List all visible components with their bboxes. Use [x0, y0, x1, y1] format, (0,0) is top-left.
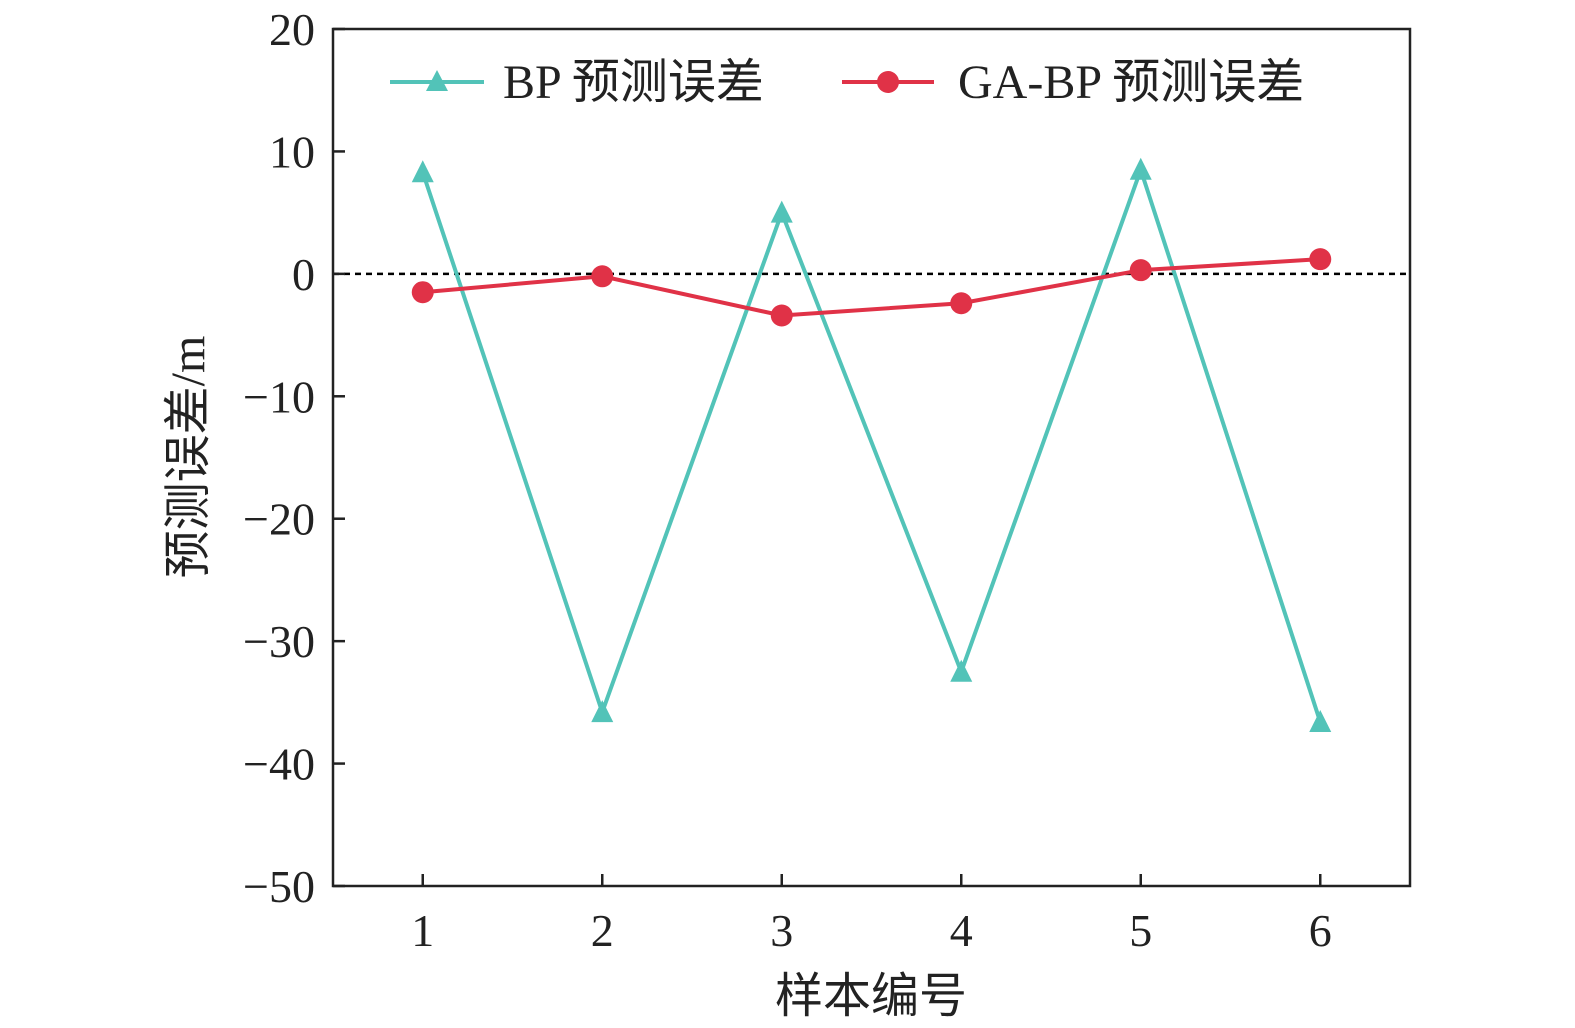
legend: BP 预测误差 GA-BP 预测误差	[390, 56, 1304, 109]
data-point-circle	[950, 292, 973, 315]
y-tick-label: 0	[292, 249, 315, 300]
data-point-circle	[411, 281, 434, 304]
y-tick-label: 10	[269, 126, 315, 177]
x-tick-label: 6	[1309, 905, 1332, 956]
data-point-circle	[770, 304, 793, 327]
legend-bp: BP 预测误差	[503, 56, 764, 109]
y-tick-label: −50	[243, 861, 315, 912]
y-tick-label: −40	[243, 739, 315, 790]
y-tick-label: −30	[243, 616, 315, 667]
series-ga-bp	[411, 248, 1332, 327]
data-point-triangle	[411, 160, 434, 183]
data-point-circle	[591, 265, 614, 288]
data-point-circle	[1309, 248, 1332, 271]
y-axis-label: 预测误差/m	[162, 336, 215, 579]
x-tick-label: 2	[591, 905, 614, 956]
series-line	[422, 257, 1321, 318]
legend-triangle-marker	[426, 70, 448, 91]
y-tick-label: −10	[243, 371, 315, 422]
x-tick-label: 1	[411, 905, 434, 956]
data-point-triangle	[591, 700, 614, 723]
x-axis-label: 样本编号	[775, 970, 967, 1023]
data-point-triangle	[950, 659, 973, 682]
legend-circle-marker	[877, 71, 899, 93]
x-tick-label: 5	[1129, 905, 1152, 956]
data-point-circle	[1129, 259, 1152, 282]
legend-ga-bp: GA-BP 预测误差	[958, 56, 1304, 109]
y-tick-label: 20	[269, 4, 315, 55]
plot-frame	[331, 27, 1412, 888]
x-tick-label: 4	[950, 905, 973, 956]
y-tick-label: −20	[243, 494, 315, 545]
x-tick-label: 3	[770, 905, 793, 956]
data-point-triangle	[770, 200, 793, 223]
data-point-triangle	[1309, 709, 1332, 732]
series-bp	[411, 157, 1332, 732]
data-point-triangle	[1129, 157, 1152, 180]
series-line	[420, 163, 1323, 723]
